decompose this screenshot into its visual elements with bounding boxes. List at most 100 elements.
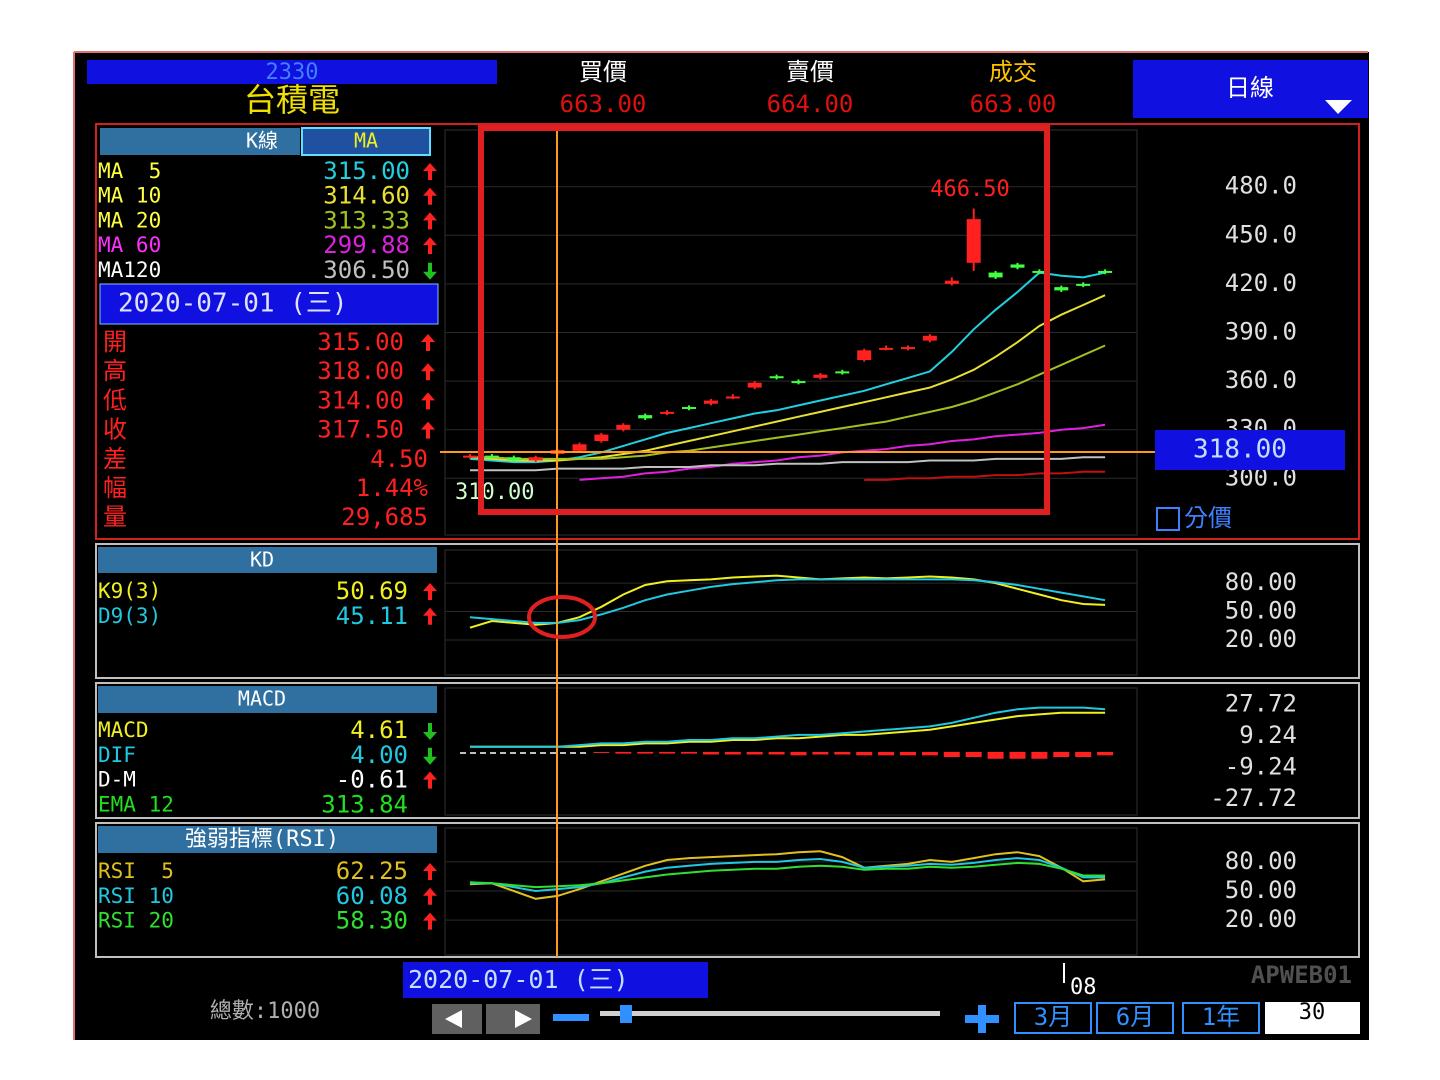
ma-name: MA 5 (98, 159, 161, 183)
arrow-up (421, 334, 435, 351)
arrow-up (423, 237, 437, 255)
candle-body (769, 376, 784, 379)
histogram-bar (812, 751, 829, 755)
y-tick-label: 480.0 (1225, 172, 1297, 200)
arrow-up (423, 583, 437, 600)
ohlc-value: 29,685 (341, 503, 428, 531)
indicator-line (469, 850, 1106, 900)
y-tick-label: 420.0 (1225, 269, 1297, 297)
range-label: 1年 (1202, 1003, 1240, 1031)
ohlc-label: 高 (103, 357, 127, 385)
candle-body (791, 381, 806, 384)
indicator-value: 50.69 (336, 577, 408, 605)
quote-label: 買價 (579, 58, 627, 86)
tab-kline-label: K線 (246, 129, 278, 153)
indicator-name: DIF (98, 743, 136, 767)
y-tick-label: 390.0 (1225, 318, 1297, 346)
low-annotation: 310.00 (455, 480, 534, 505)
split-price-checkbox[interactable] (1156, 507, 1180, 531)
zoom-slider-thumb[interactable] (620, 1005, 632, 1023)
ma-line (469, 271, 1106, 464)
y-tick-label: -27.72 (1210, 784, 1297, 812)
histogram-bar (768, 751, 785, 755)
candle-body (506, 457, 521, 461)
ohlc-value: 318.00 (317, 357, 404, 385)
candle-body (528, 457, 543, 461)
count-value: 30 (1299, 1000, 1326, 1025)
histogram-bar (900, 751, 916, 756)
indicator-name: RSI 10 (98, 884, 174, 908)
indicator-value: 4.00 (350, 741, 408, 769)
candle-body (1054, 287, 1069, 291)
range-buttons: 3月 6月 1年 (1014, 1002, 1260, 1034)
dropdown-arrow[interactable] (1325, 100, 1352, 114)
tab-ma[interactable] (301, 127, 431, 156)
price-box (1155, 430, 1345, 470)
high-annotation: 466.50 (930, 177, 1009, 202)
ma-line (470, 344, 1106, 460)
macd-plot (444, 687, 1138, 816)
y-tick-label: 80.00 (1225, 568, 1297, 596)
range-label: 3月 (1034, 1003, 1072, 1031)
ma-line (470, 456, 1106, 472)
candle-body (857, 350, 872, 361)
period-select[interactable] (1133, 60, 1368, 118)
quote-label: 賣價 (786, 58, 834, 86)
histogram-bar (856, 751, 873, 756)
indicator-line (470, 706, 1106, 748)
histogram-bar (878, 751, 895, 756)
range-label: 6月 (1116, 1003, 1154, 1031)
candle-body (594, 434, 609, 442)
candle-body (660, 411, 675, 414)
arrow-up (421, 421, 435, 439)
indicator-name: RSI 5 (98, 859, 174, 883)
histogram-bar (681, 751, 697, 754)
arrow-up (421, 363, 435, 381)
candle-body (463, 455, 477, 458)
ma-value: 306.50 (323, 256, 410, 284)
code-bar (87, 60, 497, 84)
indicator-line (469, 861, 1106, 889)
arrow-up (423, 863, 437, 880)
indicator-value: 58.30 (336, 907, 408, 935)
cursor-date: 2020-07-01 (三) (118, 289, 348, 319)
y-tick-label: 20.00 (1225, 905, 1297, 933)
histogram-bar (1053, 751, 1070, 758)
prev-icon (445, 1010, 462, 1028)
tab-kline[interactable] (100, 128, 300, 155)
histogram-bar (790, 751, 807, 756)
y-tick-label: -9.24 (1225, 753, 1297, 781)
arrow-up (423, 607, 437, 625)
ma-value: 314.60 (323, 182, 410, 210)
ohlc-label: 收 (103, 416, 127, 444)
histogram-bar (943, 751, 960, 758)
arrow-down (423, 262, 437, 280)
stock-name: 台積電 (244, 81, 340, 119)
footer-date: 2020-07-01 (三) (408, 965, 629, 994)
candle-body (682, 407, 696, 410)
zoom-in-button[interactable] (965, 1005, 999, 1033)
candle-body (922, 335, 937, 341)
histogram-bar (921, 751, 938, 756)
rsi-panel (95, 822, 1360, 958)
highlight-box (478, 125, 1050, 515)
quote-value: 663.00 (560, 90, 647, 118)
indicator-value: 4.61 (350, 716, 408, 744)
candle-body (835, 371, 850, 374)
range-button[interactable] (1096, 1002, 1174, 1034)
histogram-bar (987, 751, 1004, 759)
kd-title: KD (250, 548, 274, 572)
period-label: 日線 (1226, 74, 1274, 102)
indicator-line (470, 857, 1106, 893)
ohlc-label: 開 (103, 328, 127, 356)
candle-body (966, 219, 981, 263)
indicator-line (469, 574, 1106, 629)
zoom-out-button[interactable] (553, 1014, 589, 1021)
quote-value: 664.00 (767, 90, 854, 118)
count-box[interactable] (1265, 1002, 1360, 1034)
range-button[interactable] (1014, 1002, 1092, 1034)
indicator-name: D9(3) (98, 604, 161, 628)
range-button[interactable] (1182, 1002, 1260, 1034)
